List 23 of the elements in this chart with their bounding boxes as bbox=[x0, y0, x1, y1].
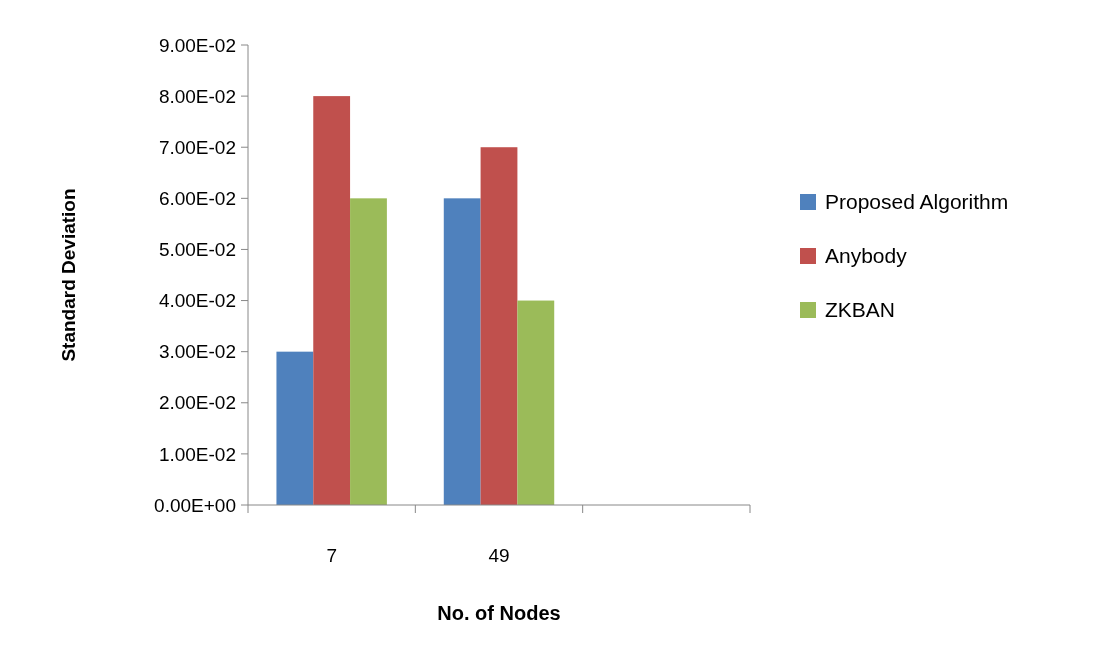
y-tick-label: 2.00E-02 bbox=[158, 392, 236, 414]
y-tick-label: 9.00E-02 bbox=[158, 34, 236, 56]
bar bbox=[517, 300, 555, 505]
x-tick-label: 7 bbox=[326, 545, 337, 566]
y-tick-label: 1.00E-02 bbox=[158, 443, 236, 465]
bar bbox=[480, 147, 518, 505]
bar bbox=[276, 351, 314, 505]
bar bbox=[350, 198, 387, 505]
bar bbox=[443, 198, 481, 505]
y-axis-title: Standard Deviation bbox=[58, 188, 79, 362]
legend-label: ZKBAN bbox=[825, 298, 896, 322]
x-axis-title: No. of Nodes bbox=[437, 602, 561, 624]
y-tick-label: 3.00E-02 bbox=[158, 341, 236, 363]
legend-label: Anybody bbox=[825, 244, 908, 268]
y-tick-label: 4.00E-02 bbox=[158, 290, 236, 312]
bar bbox=[313, 96, 351, 505]
x-tick-label: 49 bbox=[488, 545, 510, 566]
y-tick-label: 6.00E-02 bbox=[158, 187, 236, 209]
y-tick-label: 0.00E+00 bbox=[154, 494, 236, 516]
y-tick-label: 8.00E-02 bbox=[158, 85, 236, 107]
y-tick-label: 5.00E-02 bbox=[158, 239, 236, 261]
legend-label: Proposed Algorithm bbox=[825, 190, 1009, 214]
y-tick-label: 7.00E-02 bbox=[158, 136, 236, 158]
